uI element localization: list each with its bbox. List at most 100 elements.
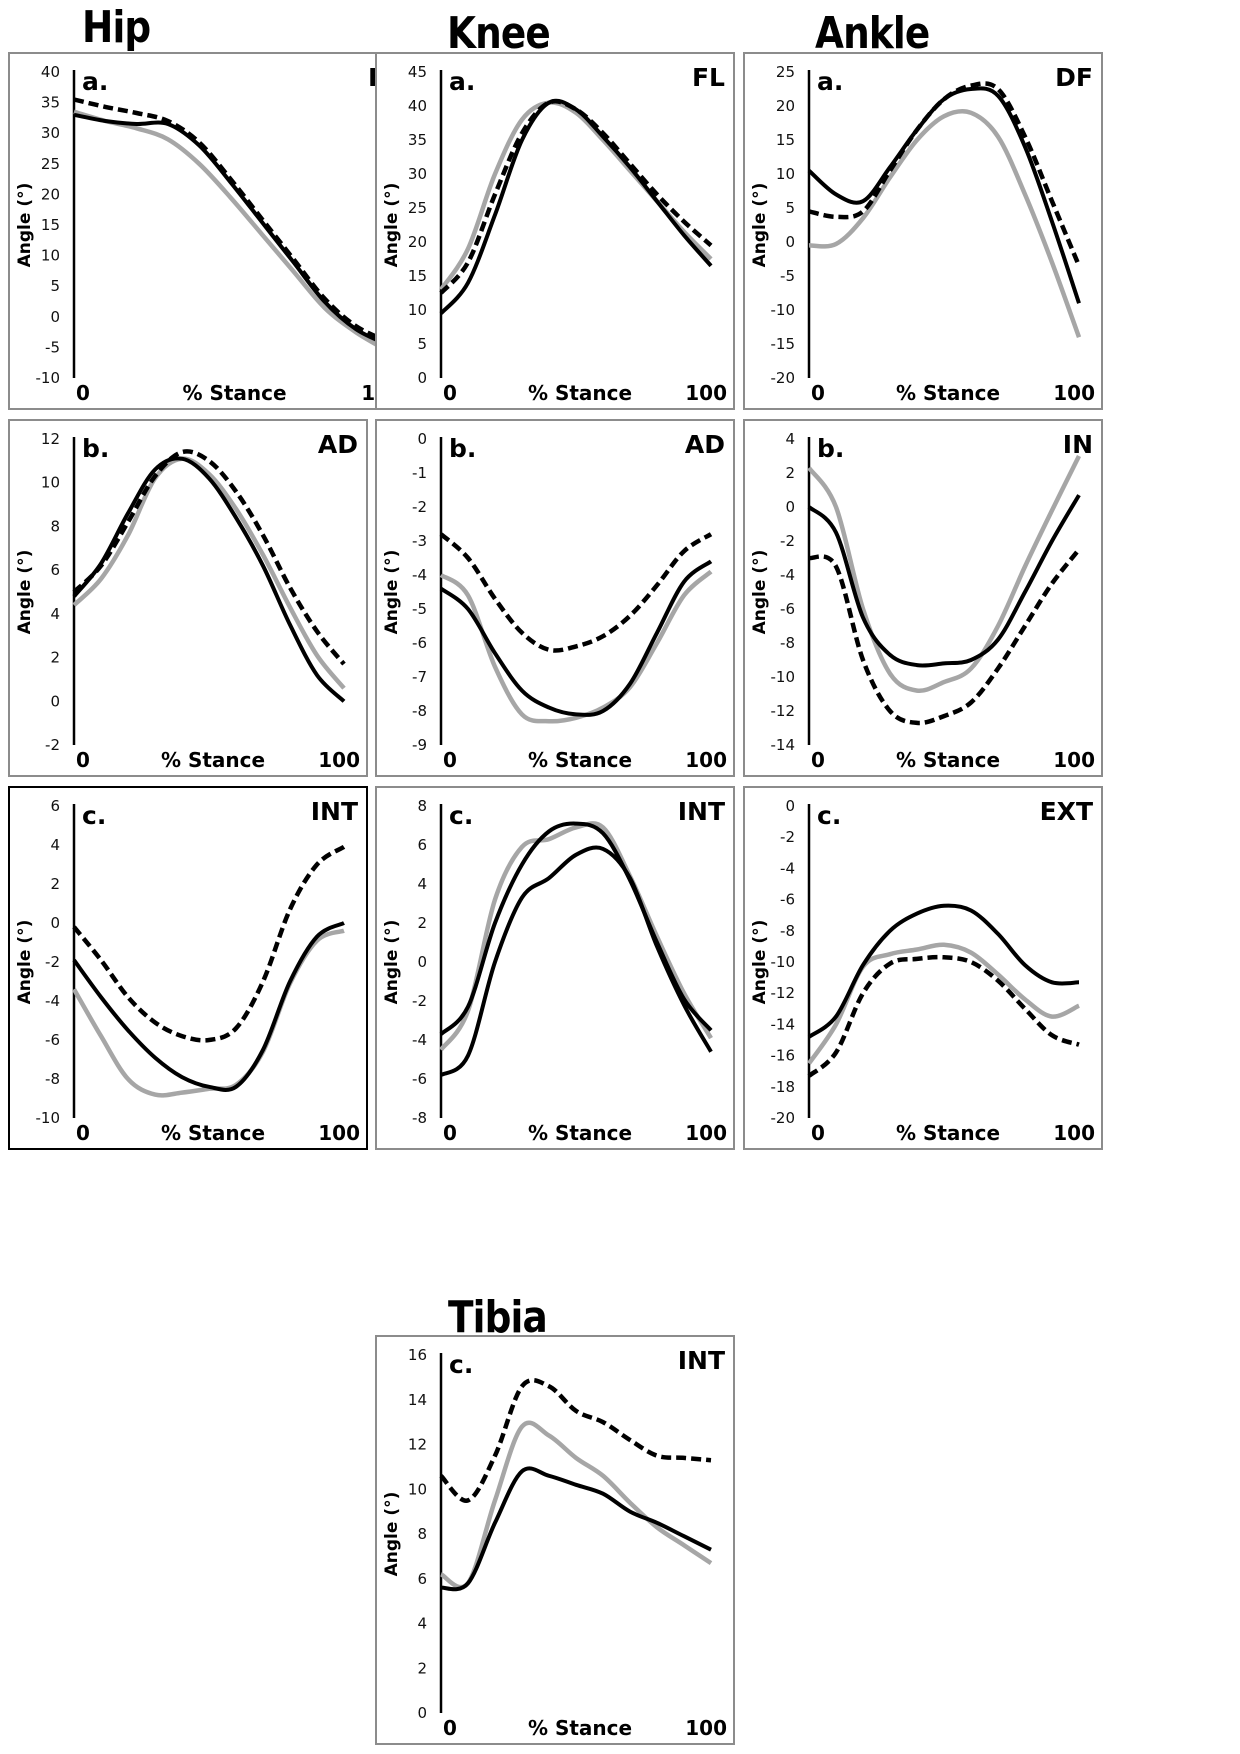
series-line-grey xyxy=(439,1420,713,1590)
panel-label: a. xyxy=(449,67,475,96)
x-tick-end: 100 xyxy=(685,381,727,405)
chart-svg-knee-b: 0 -1 -2 -3 -4 -5 -6 -7 -8 -9 Angle (°) 0 % Stance 100… xyxy=(382,430,727,772)
series-line-dashed xyxy=(808,81,1082,267)
y-tick-label: 25 xyxy=(408,199,427,217)
panel-label: c. xyxy=(449,801,473,830)
panel-label: b. xyxy=(449,434,476,463)
y-tick-label: -2 xyxy=(780,532,795,550)
y-tick-label: 25 xyxy=(776,63,795,81)
y-tick-label: -18 xyxy=(771,1078,796,1096)
series-line-dashed xyxy=(72,844,346,1043)
chart-panel-ankle-c: 0 -2 -4 -6 -8 -10 -12 -14 -16 -18 -20 Angle (°) 0 % S… xyxy=(743,786,1103,1150)
y-tick-label: 10 xyxy=(776,165,795,183)
direction-label: EXT xyxy=(1040,797,1093,826)
direction-label: INT xyxy=(311,797,358,826)
x-tick-end: 100 xyxy=(1053,748,1095,772)
y-tick-label: 35 xyxy=(41,94,60,112)
y-tick-label: 15 xyxy=(41,216,60,234)
direction-label: IN xyxy=(1063,430,1093,459)
y-tick-label: -5 xyxy=(45,338,60,356)
y-axis-label: Angle (°) xyxy=(15,550,35,635)
y-tick-label: 15 xyxy=(408,267,427,285)
y-tick-label: 2 xyxy=(785,464,795,482)
y-tick-label: -2 xyxy=(412,992,427,1010)
y-tick-label: 14 xyxy=(408,1391,427,1409)
series-line-solid xyxy=(807,494,1081,668)
x-tick-start: 0 xyxy=(76,748,90,772)
y-tick-label: 6 xyxy=(417,1570,427,1588)
x-axis-label: % Stance xyxy=(528,1716,632,1740)
y-tick-label: 20 xyxy=(41,185,60,203)
y-tick-label: 12 xyxy=(41,430,60,448)
y-tick-label: -10 xyxy=(771,668,796,686)
chart-panel-tibia-c: 16 14 12 10 8 6 4 2 0 Angle (°) 0 % Stance 100 c. INT xyxy=(375,1335,735,1745)
x-axis-label: % Stance xyxy=(528,381,632,405)
series-line-dashed xyxy=(439,99,713,295)
y-tick-label: 0 xyxy=(785,797,795,815)
x-tick-start: 0 xyxy=(811,1121,825,1145)
panel-label: b. xyxy=(817,434,844,463)
x-axis-label: % Stance xyxy=(182,381,286,405)
y-tick-label: -2 xyxy=(45,736,60,754)
chart-panel-knee-c: 8 6 4 2 0 -2 -4 -6 -8 Angle (°) 0 % Stance 100 c. INT xyxy=(375,786,735,1150)
y-tick-label: 0 xyxy=(50,308,60,326)
y-tick-label: 2 xyxy=(50,875,60,893)
y-tick-label: -10 xyxy=(36,369,61,387)
y-tick-label: 0 xyxy=(417,953,427,971)
x-tick-end: 100 xyxy=(1053,1121,1095,1145)
x-tick-start: 0 xyxy=(811,748,825,772)
y-tick-label: -3 xyxy=(412,532,427,550)
y-axis-label: Angle (°) xyxy=(15,183,35,268)
x-axis-label: % Stance xyxy=(161,748,265,772)
x-tick-end: 100 xyxy=(318,748,360,772)
series-line-solid xyxy=(440,1466,712,1592)
x-tick-start: 0 xyxy=(76,1121,90,1145)
y-tick-label: 4 xyxy=(417,875,427,893)
y-tick-label: 10 xyxy=(408,301,427,319)
y-tick-label: 2 xyxy=(417,1659,427,1677)
y-tick-label: 4 xyxy=(50,836,60,854)
y-tick-label: 20 xyxy=(776,97,795,115)
y-tick-label: 6 xyxy=(50,797,60,815)
series-line-grey xyxy=(439,821,713,1052)
panel-label: c. xyxy=(817,801,841,830)
y-tick-label: 5 xyxy=(50,277,60,295)
joint-title-ankle: Ankle xyxy=(815,8,930,59)
y-tick-label: -4 xyxy=(412,566,427,584)
series-line-grey xyxy=(73,109,389,353)
y-tick-label: -10 xyxy=(36,1109,61,1127)
chart-panel-ankle-a: 25 20 15 10 5 0 -5 -10 -15 -20 Angle (°) 0 % Stance 1… xyxy=(743,52,1103,410)
series-line-grey xyxy=(439,569,713,724)
chart-panel-knee-a: 45 40 35 30 25 20 15 10 5 0 Angle (°) 0 % Stance 100 a… xyxy=(375,52,735,410)
x-tick-start: 0 xyxy=(443,381,457,405)
x-tick-start: 0 xyxy=(76,381,90,405)
y-tick-label: 0 xyxy=(50,914,60,932)
chart-svg-ankle-b: 4 2 0 -2 -4 -6 -8 -10 -12 -14 Angle (°) 0 % Stance 10… xyxy=(750,430,1095,772)
y-tick-label: -12 xyxy=(771,984,796,1002)
series-line-dashed xyxy=(439,1377,712,1503)
y-tick-label: 2 xyxy=(417,914,427,932)
x-tick-end: 100 xyxy=(685,1121,727,1145)
series-line-grey xyxy=(808,108,1082,338)
series-line-solid xyxy=(73,112,388,347)
y-tick-label: -8 xyxy=(412,1109,427,1127)
y-tick-label: 12 xyxy=(408,1436,427,1454)
y-axis-label: Angle (°) xyxy=(382,1492,402,1577)
y-tick-label: 8 xyxy=(417,1525,427,1543)
series-line-solid-lower xyxy=(439,845,713,1077)
joint-title-knee: Knee xyxy=(447,8,551,59)
chart-svg-knee-c: 8 6 4 2 0 -2 -4 -6 -8 Angle (°) 0 % Stance 100 c. INT xyxy=(382,797,727,1145)
chart-panel-hip-b: 12 10 8 6 4 2 0 -2 Angle (°) 0 % Stance 100 b. AD xyxy=(8,419,368,777)
series-line-dashed xyxy=(807,954,1080,1078)
chart-svg-hip-b: 12 10 8 6 4 2 0 -2 Angle (°) 0 % Stance 100 b. AD xyxy=(15,430,360,772)
chart-svg-ankle-c: 0 -2 -4 -6 -8 -10 -12 -14 -16 -18 -20 Angle (°) 0 % S… xyxy=(750,797,1095,1145)
y-tick-label: 8 xyxy=(50,517,60,535)
direction-label: AD xyxy=(685,430,725,459)
y-tick-label: 30 xyxy=(41,124,60,142)
chart-panel-ankle-b: 4 2 0 -2 -4 -6 -8 -10 -12 -14 Angle (°) 0 % Stance 10… xyxy=(743,419,1103,777)
joint-title-tibia: Tibia xyxy=(448,1292,548,1343)
series-line-grey xyxy=(807,455,1082,694)
y-axis-label: Angle (°) xyxy=(15,920,35,1005)
y-tick-label: 6 xyxy=(417,836,427,854)
y-tick-label: -2 xyxy=(412,498,427,516)
